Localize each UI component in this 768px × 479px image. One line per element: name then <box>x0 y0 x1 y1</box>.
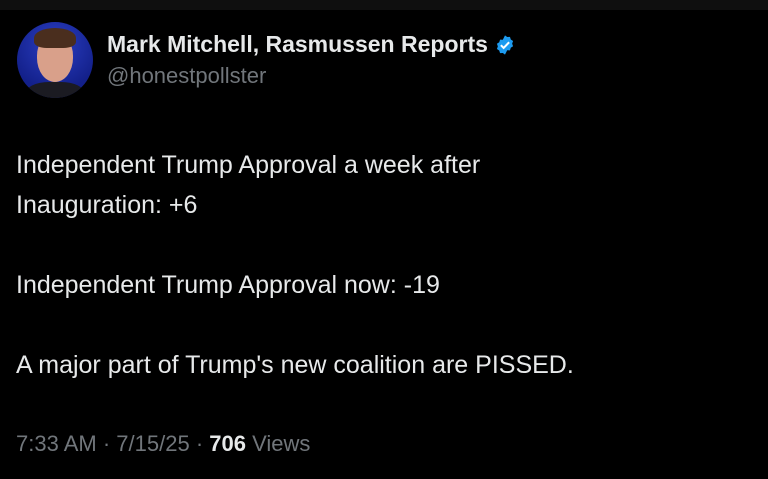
views-label: Views <box>252 431 311 456</box>
views-count: 706 <box>209 431 246 456</box>
author-name[interactable]: Mark Mitchell, Rasmussen Reports <box>107 31 488 57</box>
tweet-meta: 7:33 AM · 7/15/25 · 706 Views <box>16 431 310 457</box>
tweet-text: Independent Trump Approval a week after … <box>16 145 756 385</box>
separator: · <box>102 431 111 456</box>
separator: · <box>195 431 204 456</box>
top-bar <box>0 0 768 10</box>
avatar-shirt <box>25 82 85 98</box>
avatar[interactable] <box>17 22 93 98</box>
avatar-hair <box>34 28 76 48</box>
tweet-line: Independent Trump Approval a week after <box>16 151 481 179</box>
verified-badge-icon <box>496 34 513 55</box>
tweet-line: Inauguration: +6 <box>16 191 198 219</box>
tweet-line: A major part of Trump's new coalition ar… <box>16 351 574 379</box>
tweet-line: Independent Trump Approval now: -19 <box>16 271 440 299</box>
tweet-time[interactable]: 7:33 AM <box>16 431 97 456</box>
tweet-date[interactable]: 7/15/25 <box>116 431 190 456</box>
author-handle[interactable]: @honestpollster <box>107 63 267 88</box>
author-name-row[interactable]: Mark Mitchell, Rasmussen Reports <box>107 31 516 58</box>
